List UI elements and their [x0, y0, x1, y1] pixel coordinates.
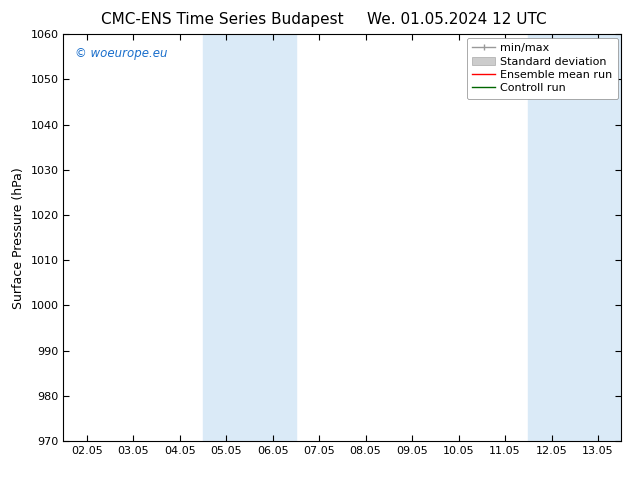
- Text: © woeurope.eu: © woeurope.eu: [75, 47, 167, 59]
- Bar: [528, 34, 621, 441]
- Y-axis label: Surface Pressure (hPa): Surface Pressure (hPa): [12, 167, 25, 309]
- Legend: min/max, Standard deviation, Ensemble mean run, Controll run: min/max, Standard deviation, Ensemble me…: [467, 38, 618, 99]
- Text: We. 01.05.2024 12 UTC: We. 01.05.2024 12 UTC: [366, 12, 547, 27]
- Bar: [203, 34, 296, 441]
- Text: CMC-ENS Time Series Budapest: CMC-ENS Time Series Budapest: [101, 12, 343, 27]
